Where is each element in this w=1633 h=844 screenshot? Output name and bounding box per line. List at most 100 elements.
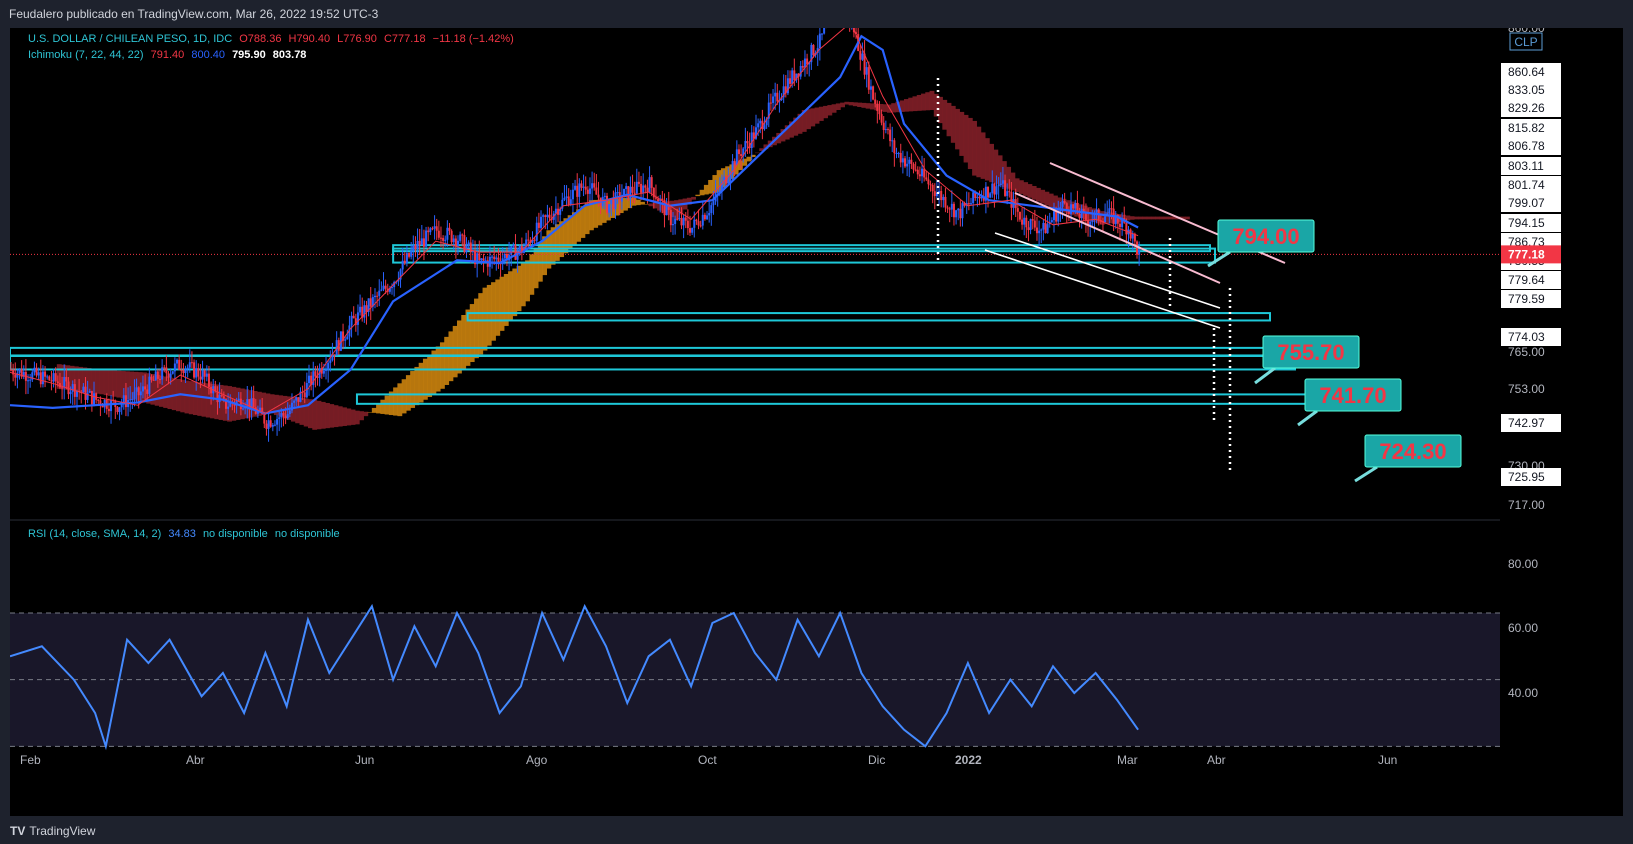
cloud-segment (835, 103, 841, 110)
price-box-bg-7 (1501, 194, 1561, 212)
candle-body (629, 186, 632, 199)
candle-body (923, 168, 926, 178)
target-label-3: 724.30 (1379, 439, 1446, 464)
cloud-segment (1048, 193, 1054, 208)
candle-body (823, 28, 826, 34)
candle-body (446, 227, 449, 240)
cloud-segment (265, 393, 271, 415)
candle-body (763, 125, 766, 130)
cloud-segment (597, 199, 603, 226)
candle-body (1033, 220, 1036, 228)
cloud-segment (695, 194, 701, 197)
candle-body (210, 386, 213, 394)
cloud-segment (1018, 180, 1024, 194)
candle-body (818, 33, 821, 49)
cloud-segment (780, 129, 786, 142)
candle-body (535, 222, 538, 241)
cloud-segment (686, 197, 692, 205)
ichimoku-lagging-value: 795.90 (232, 49, 266, 61)
candle-body (686, 220, 689, 229)
candle-body (401, 260, 404, 270)
candle-body (650, 177, 653, 188)
cloud-segment (1138, 216, 1143, 220)
candle-body (31, 372, 34, 380)
cloud-segment (491, 282, 496, 341)
candle-body (1104, 216, 1107, 223)
candle-body (224, 398, 227, 409)
ohlc-low: L776.90 (337, 33, 377, 45)
candle-body (969, 203, 972, 205)
cloud-segment (116, 370, 122, 398)
candle-body (955, 210, 958, 218)
candle-body (735, 149, 738, 166)
candle-body (252, 398, 255, 408)
cloud-segment (567, 215, 573, 250)
cloud-segment (171, 378, 177, 411)
cloud-segment (810, 108, 816, 127)
candle-body (295, 397, 298, 401)
price-tick-2: 753.00 (1508, 382, 1545, 396)
candle-body (791, 70, 794, 84)
cloud-segment (499, 276, 505, 331)
cloud-segment (857, 102, 863, 107)
candle-body (586, 189, 589, 194)
candle-body (706, 215, 709, 220)
candle-body (810, 44, 813, 63)
candle-body (82, 386, 85, 393)
cloud-segment (188, 381, 194, 415)
candle-body (180, 369, 183, 371)
chart-area[interactable]: 794.00 755.70 741.70 724.30 860.00 765.00 753… (9, 21, 1623, 816)
ohlc-change: −11.18 (−1.42%) (432, 33, 514, 45)
candle-body (27, 380, 30, 382)
candle-body (652, 187, 655, 198)
cloud-segment (601, 199, 607, 223)
cloud-segment (1142, 216, 1148, 220)
candle-body (176, 359, 179, 364)
cloud-segment (950, 105, 956, 143)
candle-body (18, 369, 21, 373)
candle-body (793, 70, 796, 81)
candle-body (1035, 227, 1038, 234)
price-tick-1: 765.00 (1508, 345, 1545, 359)
candle-body (571, 189, 574, 200)
candle-body (582, 186, 585, 188)
price-axis[interactable]: 860.00765.00753.00730.00717.00860.64833.… (1500, 21, 1623, 816)
candle-body (239, 398, 242, 410)
candle-body (414, 245, 417, 250)
candle-body (516, 251, 519, 260)
candle-body (665, 204, 668, 216)
candle-body (1118, 223, 1121, 228)
candle-body (574, 185, 577, 190)
cloud-segment (99, 369, 105, 395)
candle-body (454, 238, 457, 246)
candle-body (363, 305, 366, 318)
candle-body (580, 183, 583, 188)
price-box-label-11: 779.64 (1508, 273, 1545, 287)
cloud-segment (82, 367, 88, 393)
cloud-segment (397, 383, 403, 417)
cloud-segment (882, 104, 888, 112)
candle-body (806, 58, 809, 65)
price-box-label-7: 799.07 (1508, 196, 1545, 210)
tradingview-logo[interactable]: TV TradingView (10, 824, 95, 838)
cloud-segment (1035, 187, 1041, 202)
time-axis[interactable]: Feb Abr Jun Ago Oct Dic 2022 Mar Abr Jun (20, 753, 1397, 767)
cloud-segment (482, 287, 488, 351)
cloud-segment (350, 409, 356, 425)
candle-body (661, 198, 664, 201)
candle-body (314, 371, 317, 377)
cloud-segment (1163, 216, 1169, 220)
candle-body (925, 177, 928, 180)
candle-body (544, 215, 547, 218)
candle-body (190, 362, 193, 364)
cloud-segment (414, 366, 420, 406)
candle-body (537, 222, 540, 228)
cloud-segment (784, 125, 790, 140)
candle-body (120, 404, 123, 408)
candle-body (90, 391, 93, 405)
candle-body (1121, 218, 1124, 228)
candle-body (808, 62, 811, 65)
candle-body (382, 285, 385, 290)
candle-body (701, 214, 704, 226)
